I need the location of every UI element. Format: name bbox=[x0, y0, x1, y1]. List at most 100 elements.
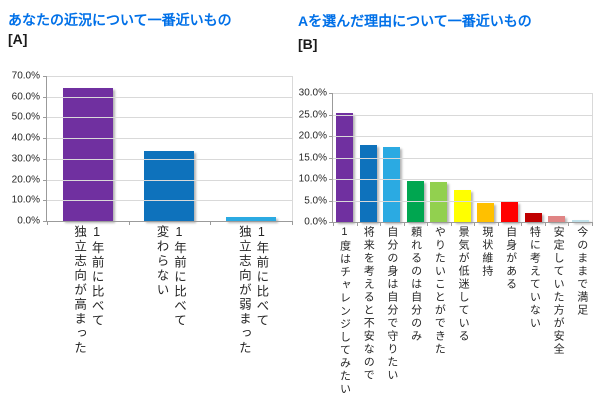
bar-2 bbox=[144, 150, 195, 221]
x-axis-tick-mark bbox=[497, 222, 499, 226]
gridline bbox=[333, 157, 592, 159]
y-axis-tick-mark bbox=[329, 136, 333, 137]
gridline bbox=[333, 179, 592, 180]
gridline bbox=[47, 76, 292, 77]
x-axis-category-label: 1度はチャレンジしてみたい bbox=[338, 226, 351, 396]
gridline bbox=[47, 96, 292, 98]
bar-3 bbox=[383, 147, 401, 222]
x-axis-label-slot: 1度はチャレンジしてみたい bbox=[332, 226, 356, 396]
gridline bbox=[47, 179, 292, 181]
x-axis-label-slot: 頼れるのは自分のみ bbox=[403, 226, 427, 343]
x-axis-tick-mark bbox=[128, 221, 130, 225]
x-axis-label-slot: 1年前に比べて 変わらない bbox=[128, 225, 210, 328]
x-axis-label-slot: 1年前に比べて 独立志向が高まった bbox=[46, 225, 128, 356]
y-axis-tick-mark bbox=[43, 138, 47, 140]
x-axis-tick-mark bbox=[210, 221, 212, 225]
chart-b-panel-tag: [B] bbox=[298, 36, 318, 52]
chart-b-bars bbox=[333, 93, 592, 222]
chart-a-panel-tag: [A] bbox=[8, 31, 28, 47]
x-axis-tick-mark bbox=[356, 222, 358, 226]
bar-4 bbox=[406, 181, 424, 222]
bar-2 bbox=[359, 145, 377, 222]
bar-8 bbox=[500, 202, 518, 222]
bar-1 bbox=[62, 88, 113, 221]
y-axis-tick-label: 50.0% bbox=[11, 111, 40, 123]
y-axis-tick-label: 30.0% bbox=[11, 153, 40, 165]
x-axis-category-label: 特に考えていない bbox=[528, 226, 541, 330]
x-axis-category-label: 1年前に比べて 独立志向が高まった bbox=[72, 225, 104, 356]
gridline bbox=[333, 114, 592, 116]
x-axis-category-label: 現状維持 bbox=[480, 226, 493, 278]
chart-a-y-axis: 70.0% 60.0% 50.0% 40.0% 30.0% 20.0% 10.0% 0.0% bbox=[0, 71, 42, 227]
x-axis-category-label: 今のままで満足 bbox=[575, 226, 588, 317]
bar-11 bbox=[571, 220, 589, 222]
y-axis-tick-mark bbox=[43, 200, 47, 202]
bar-10 bbox=[548, 215, 566, 222]
y-axis-tick-mark bbox=[329, 157, 333, 159]
x-axis-line bbox=[333, 222, 592, 223]
x-axis-category-label: 景気が低迷している bbox=[457, 226, 470, 343]
gridline bbox=[47, 200, 292, 202]
y-axis-tick-mark bbox=[329, 222, 333, 223]
x-axis-tick-mark bbox=[521, 222, 523, 226]
x-axis-tick-mark bbox=[544, 222, 546, 226]
x-axis-tick-mark bbox=[380, 222, 382, 226]
y-axis-tick-mark bbox=[329, 179, 333, 180]
y-axis-tick-mark bbox=[43, 96, 47, 98]
y-axis-tick-label: 30.0% bbox=[298, 87, 327, 99]
gridline bbox=[333, 200, 592, 202]
bar-6 bbox=[453, 190, 471, 222]
y-axis-tick-label: 5.0% bbox=[304, 195, 327, 206]
chart-b-x-axis-labels: 1度はチャレンジしてみたい 将来を考えると不安なので 自分の身は自分で守りたい 頼れる… bbox=[332, 226, 593, 398]
x-axis-category-label: 自身がある bbox=[504, 226, 517, 291]
x-axis-label-slot: 景気が低迷している bbox=[451, 226, 475, 343]
y-axis-tick-mark bbox=[43, 76, 47, 77]
x-axis-tick-mark bbox=[450, 222, 452, 226]
bar-5 bbox=[430, 181, 448, 222]
x-axis-label-slot: 1年前に比べて 独立志向が弱まった bbox=[211, 225, 293, 356]
y-axis-tick-mark bbox=[43, 179, 47, 181]
x-axis-category-label: 自分の身は自分で守りたい bbox=[385, 226, 398, 382]
y-axis-tick-label: 20.0% bbox=[11, 174, 40, 186]
y-axis-tick-mark bbox=[43, 158, 47, 160]
chart-a-title: あなたの近況について一番近いもの bbox=[8, 12, 232, 28]
chart-b-y-axis: 30.0% 25.0% 20.0% 15.0% 10.0% 5.0% 0.0% bbox=[296, 88, 329, 228]
x-axis-label-slot: やりたいことができた bbox=[427, 226, 451, 356]
y-axis-tick-mark bbox=[329, 114, 333, 116]
y-axis-tick-mark bbox=[43, 221, 47, 222]
y-axis-tick-label: 10.0% bbox=[11, 194, 40, 206]
x-axis-tick-mark bbox=[292, 221, 293, 225]
x-axis-line bbox=[47, 221, 292, 222]
y-axis-tick-mark bbox=[329, 93, 333, 94]
x-axis-tick-mark bbox=[333, 222, 334, 226]
x-axis-tick-mark bbox=[47, 221, 48, 225]
x-axis-tick-mark bbox=[403, 222, 405, 226]
bar-7 bbox=[477, 203, 495, 222]
x-axis-category-label: 頼れるのは自分のみ bbox=[409, 226, 422, 343]
chart-a-bars bbox=[47, 76, 292, 221]
y-axis-tick-label: 0.0% bbox=[304, 216, 327, 228]
y-axis-tick-label: 60.0% bbox=[11, 91, 40, 103]
y-axis-tick-label: 0.0% bbox=[17, 215, 40, 227]
y-axis-tick-label: 10.0% bbox=[298, 173, 327, 185]
x-axis-category-label: 1年前に比べて 変わらない bbox=[154, 225, 186, 328]
y-axis-tick-label: 15.0% bbox=[298, 152, 327, 163]
y-axis-tick-label: 70.0% bbox=[11, 70, 40, 82]
x-axis-tick-mark bbox=[427, 222, 429, 226]
bar-1 bbox=[336, 112, 354, 222]
gridline bbox=[333, 136, 592, 137]
x-axis-label-slot: 将来を考えると不安なので bbox=[356, 226, 380, 382]
x-axis-label-slot: 自身がある bbox=[498, 226, 522, 291]
chart-b: Aを選んだ理由について一番近いもの [B] 30.0% 25.0% 20.0% 15.… bbox=[296, 0, 600, 400]
x-axis-label-slot: 自分の身は自分で守りたい bbox=[379, 226, 403, 382]
gridline bbox=[47, 138, 292, 140]
x-axis-category-label: 安定していた方が安全 bbox=[552, 226, 565, 356]
chart-a: あなたの近況について一番近いもの [A] 70.0% 60.0% 50.0% 40.0… bbox=[0, 0, 296, 400]
y-axis-tick-mark bbox=[329, 200, 333, 202]
x-axis-category-label: 将来を考えると不安なので bbox=[362, 226, 375, 382]
chart-a-x-axis-labels: 1年前に比べて 独立志向が高まった 1年前に比べて 変わらない 1年前に比べて 独立… bbox=[46, 225, 293, 397]
bar-9 bbox=[524, 212, 542, 222]
x-axis-label-slot: 現状維持 bbox=[474, 226, 498, 278]
gridline bbox=[333, 93, 592, 94]
chart-b-title: Aを選んだ理由について一番近いもの bbox=[298, 13, 532, 29]
